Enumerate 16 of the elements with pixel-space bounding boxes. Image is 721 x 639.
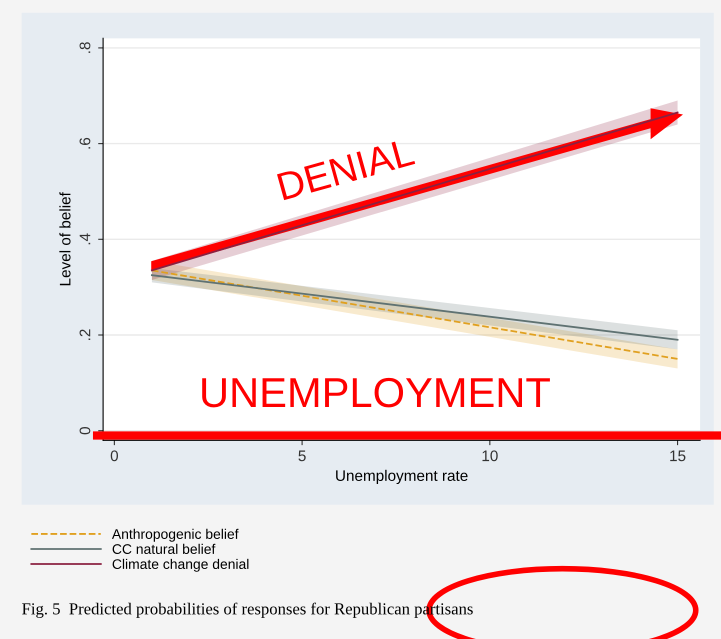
y-tick-label: .8 — [80, 42, 90, 53]
legend-label: Climate change denial — [112, 558, 248, 572]
annotation: DENIAL — [277, 138, 416, 200]
annotation: UNEMPLOYMENT — [202, 378, 550, 408]
x-tick-label: 10 — [482, 450, 498, 462]
y-tick-label: .2 — [80, 329, 90, 340]
legend-label: CC natural belief — [112, 544, 216, 554]
x-axis-title: Unemployment rate — [336, 470, 468, 484]
x-tick-label: 5 — [298, 450, 306, 462]
y-tick-label: 0 — [80, 427, 90, 434]
y-tick-label: .6 — [80, 138, 90, 149]
x-tick-label: 15 — [670, 450, 686, 462]
y-tick-label: .4 — [80, 233, 90, 244]
legend-label: Anthropogenic belief — [112, 528, 239, 542]
y-axis-title: Level of belief — [59, 192, 71, 286]
x-tick-label: 0 — [110, 450, 118, 462]
